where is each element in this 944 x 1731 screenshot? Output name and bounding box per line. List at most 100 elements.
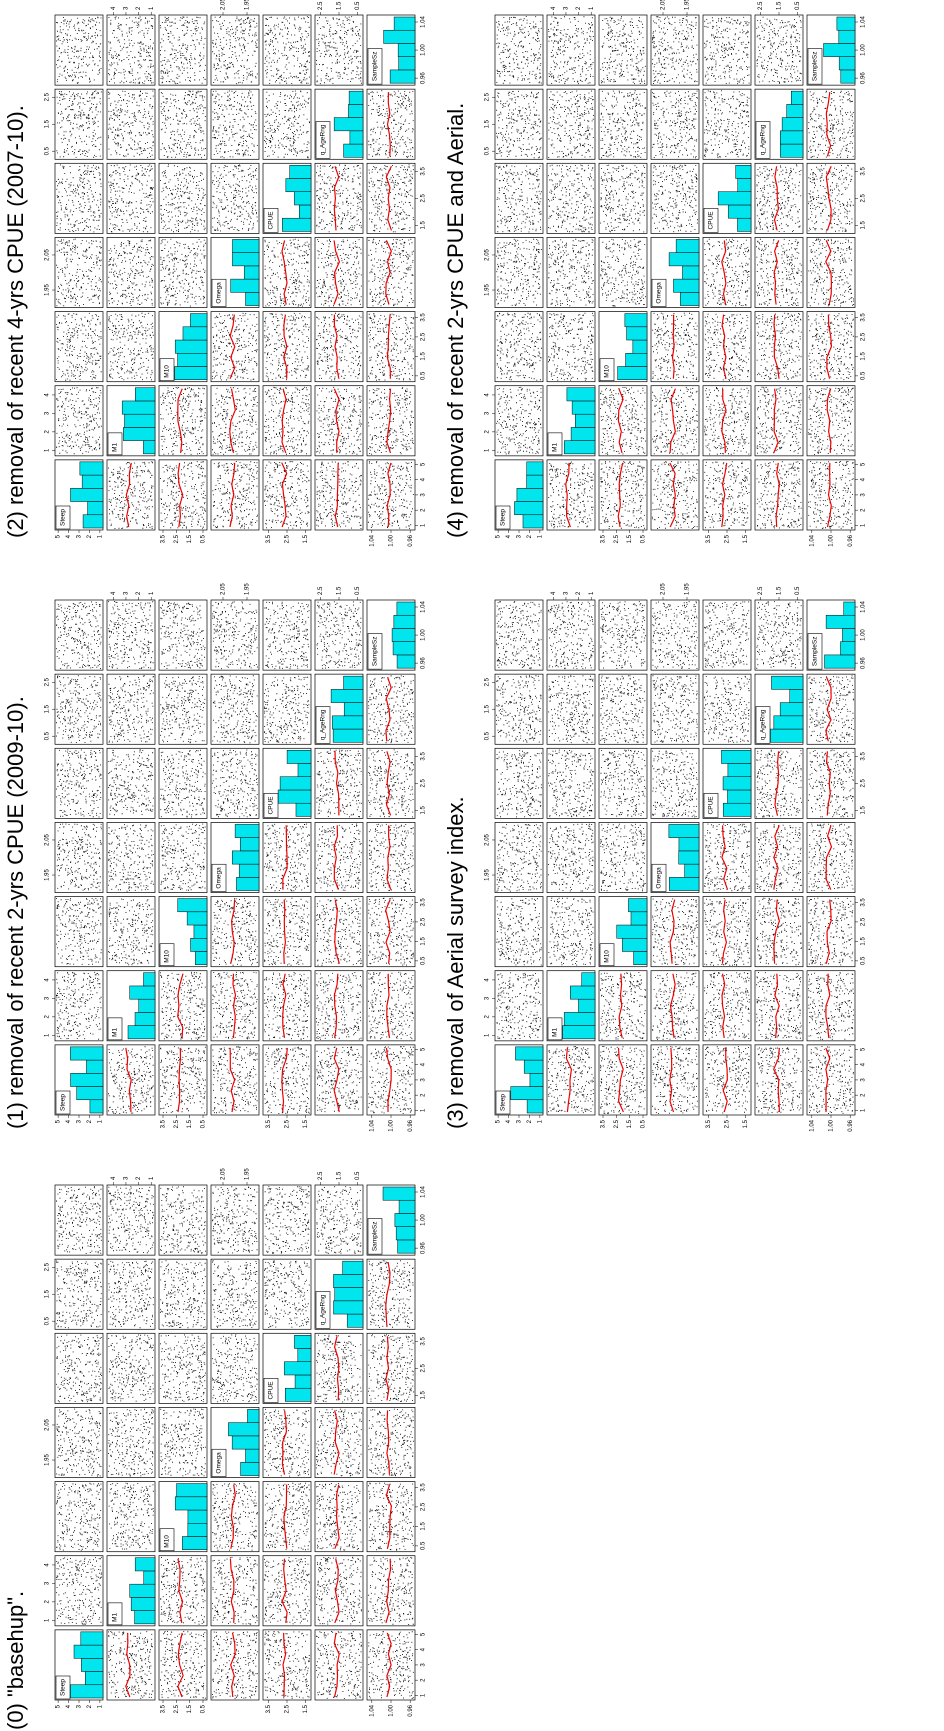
histogram-bar [130, 1597, 156, 1611]
x-tick-label: 3.5 [421, 1483, 427, 1492]
y-tick-label: 3.5 [266, 1704, 272, 1713]
cell-frame [494, 162, 544, 234]
histogram-bar [791, 90, 804, 105]
x-tick-label: 5 [421, 1632, 427, 1636]
smoother-line [333, 825, 339, 890]
x-tick-label: 1.5 [421, 352, 427, 361]
x-tick-label: 1 [45, 1033, 51, 1037]
x-tick-label: 2.5 [421, 917, 427, 926]
histogram-bar [737, 178, 752, 192]
x-tick-label: 4 [485, 978, 491, 982]
smoother-line [386, 825, 392, 890]
histogram-bar [581, 972, 596, 987]
cell-frame [546, 822, 596, 893]
scatter-points [548, 312, 594, 381]
histogram-bar [333, 1274, 364, 1288]
histogram-bar [190, 938, 208, 952]
scatter-points [160, 461, 206, 529]
histogram-bar [625, 353, 648, 367]
x-tick-label: 3 [45, 996, 51, 1000]
smoother-line [281, 1047, 288, 1113]
x-tick-label: 4 [485, 393, 491, 397]
scatter-points [108, 1408, 154, 1477]
smoother-line [565, 1047, 573, 1113]
x-tick-label: 0.96 [861, 657, 867, 669]
cell-frame [494, 237, 544, 308]
scatter-points [548, 823, 594, 892]
cell-frame [546, 459, 596, 531]
y-tick-label: 1.04 [369, 1119, 375, 1131]
variable-name-box [703, 208, 719, 233]
y-tick-label: 2 [136, 591, 142, 595]
scatter-points [652, 461, 698, 529]
scatter-points [264, 1260, 310, 1328]
x-tick-label: 1.04 [421, 16, 427, 28]
histogram-bar [124, 413, 156, 428]
smoother-line [721, 462, 728, 528]
x-tick-label: 1.5 [861, 352, 867, 361]
scatter-matrix: (4) removal of recent 2-yrs CPUE and Aer… [443, 0, 867, 547]
histogram-bar [332, 728, 364, 743]
histogram-bar [245, 1448, 260, 1463]
histogram-bar [781, 117, 804, 132]
scatter-points [704, 898, 750, 966]
cell-frame [546, 14, 596, 86]
x-tick-label: 1.00 [861, 629, 867, 641]
x-tick-label: 1.04 [421, 1186, 427, 1198]
histogram-bar [190, 313, 208, 328]
cell-frame [494, 88, 544, 160]
histogram-bar [236, 877, 260, 891]
y-tick-label: 0.96 [408, 534, 414, 546]
histogram-bar [81, 474, 104, 489]
scatter-points [160, 676, 206, 744]
histogram-bar [626, 326, 648, 341]
x-tick-label: 2.5 [861, 779, 867, 788]
smoother-line [669, 388, 676, 453]
scatter-points [652, 16, 698, 84]
scatter-points [212, 971, 258, 1040]
cell-frame [366, 311, 416, 383]
histogram-bar [297, 763, 312, 777]
cell-frame [106, 1332, 156, 1404]
cell-frame [702, 896, 752, 968]
x-tick-label: 5 [861, 1047, 867, 1051]
cell-frame [314, 1184, 364, 1256]
scatter-points [368, 1408, 414, 1477]
smoother-line [617, 1047, 624, 1113]
variable-name: M10 [604, 950, 611, 963]
x-tick-label: 1.04 [861, 16, 867, 28]
cell-frame [106, 88, 156, 160]
variable-name: SampleSz [812, 52, 819, 82]
scatter-points [756, 897, 802, 966]
y-tick-label: 2.5 [174, 1119, 180, 1128]
cell-frame [314, 1629, 364, 1701]
scatter-points [600, 972, 646, 1040]
histogram-bar [389, 69, 416, 84]
scatter-points [108, 1334, 154, 1402]
cell-frame [650, 311, 700, 383]
x-tick-label: 1 [421, 523, 427, 527]
scatter-points [212, 1334, 258, 1403]
x-tick-label: 1 [45, 1618, 51, 1622]
y-tick-label: 1 [537, 534, 543, 538]
y-tick-label: 1.95 [245, 0, 251, 10]
histogram-bar [684, 863, 700, 878]
y-tick-label: 0.5 [641, 1119, 647, 1128]
histogram-bar [195, 951, 208, 965]
variable-name-box [107, 1602, 123, 1626]
cell-frame [494, 385, 544, 457]
histogram-bar [675, 239, 700, 253]
scatter-points [108, 749, 154, 816]
x-tick-label: 1.5 [45, 704, 51, 713]
scatter-matrix: (0) "basehup". Steep M1 M10 Omega CPUE q_AgeRn… [3, 1168, 427, 1730]
scatter-points [600, 164, 646, 233]
histogram-bar [334, 1287, 364, 1302]
variable-name: Omega [216, 1452, 223, 1474]
cell-frame [598, 970, 648, 1042]
y-tick-label: 3.5 [161, 1119, 167, 1128]
smoother-line [333, 973, 339, 1038]
scatter-points [264, 1046, 310, 1114]
histogram-bar [728, 204, 752, 219]
y-tick-label: 4 [111, 1176, 117, 1180]
scatter-points [756, 164, 802, 232]
